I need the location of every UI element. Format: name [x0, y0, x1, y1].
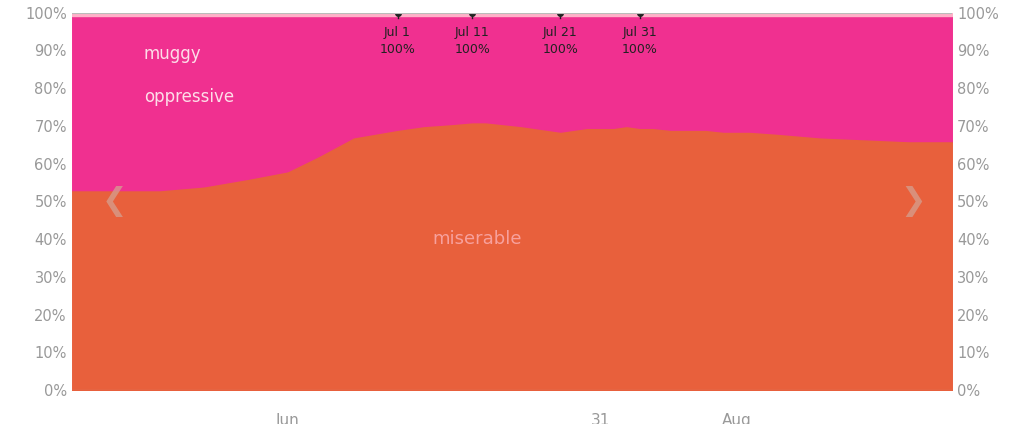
Text: 100%: 100% — [380, 43, 416, 56]
Text: Jul 11: Jul 11 — [455, 26, 489, 39]
Text: muggy: muggy — [144, 45, 202, 63]
Text: 100%: 100% — [622, 43, 657, 56]
Text: oppressive: oppressive — [144, 88, 234, 106]
Text: Jul 1: Jul 1 — [384, 26, 411, 39]
Text: ❯: ❯ — [900, 186, 926, 217]
Text: miserable: miserable — [432, 230, 521, 248]
Text: 100%: 100% — [543, 43, 579, 56]
Text: 31: 31 — [591, 413, 609, 424]
Text: Aug: Aug — [722, 413, 752, 424]
Text: ❮: ❮ — [101, 186, 127, 217]
Text: 100%: 100% — [455, 43, 490, 56]
Text: Jun: Jun — [275, 413, 299, 424]
Text: Jul 31: Jul 31 — [623, 26, 657, 39]
Text: Jul 21: Jul 21 — [543, 26, 578, 39]
